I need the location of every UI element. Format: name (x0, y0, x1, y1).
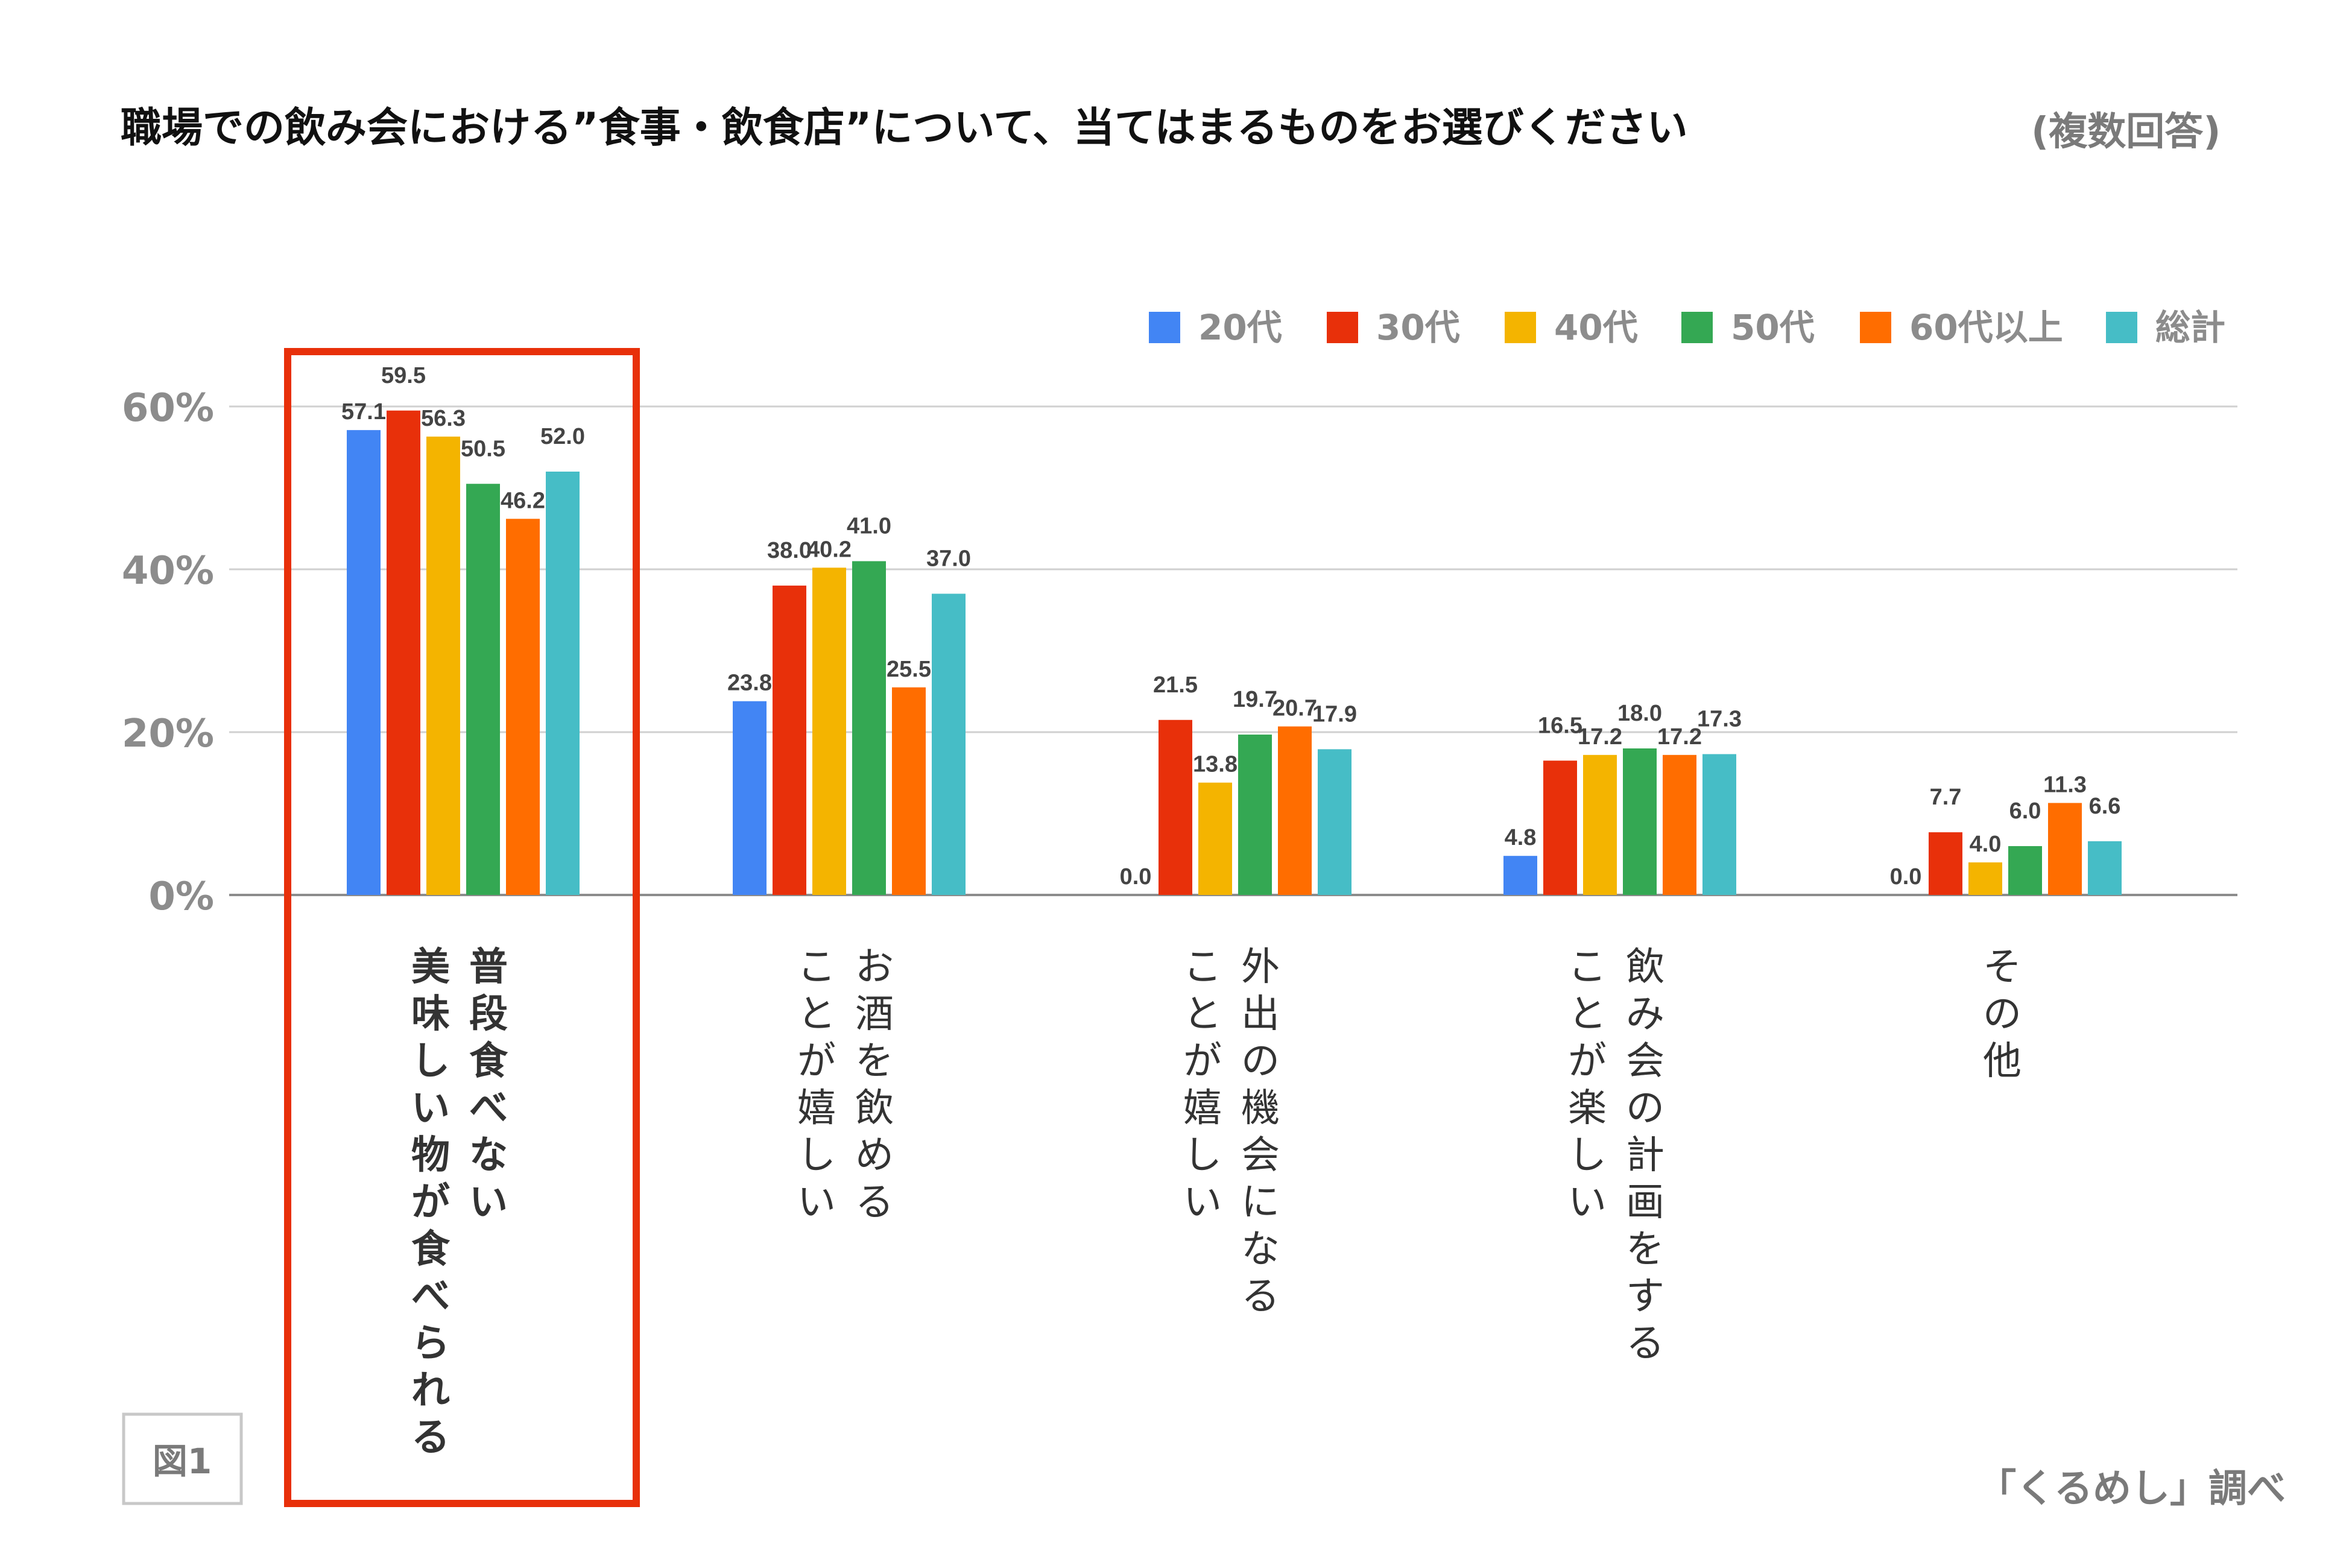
legend-label: 50代 (1731, 307, 1815, 348)
data-label: 59.5 (381, 363, 426, 388)
legend-swatch (2106, 312, 2137, 343)
category-label: その他 (1983, 945, 2022, 1084)
chart-title: 職場での飲み会における”食事・飲食店”について、当てはまるものをお選びください (121, 104, 1688, 152)
bar (932, 593, 966, 895)
bar (1278, 726, 1312, 895)
data-label: 17.2 (1657, 724, 1702, 750)
bar (1929, 832, 1962, 895)
data-label: 11.3 (2043, 772, 2087, 797)
bar (1198, 782, 1232, 895)
bar (546, 472, 580, 895)
figure-label-box (122, 1412, 243, 1505)
category-label: お酒を飲める (855, 945, 894, 1225)
category-label: 美味しい物が食べられる (411, 945, 450, 1460)
bar (1159, 719, 1192, 895)
highlight-box (284, 348, 640, 1507)
data-label: 56.3 (421, 406, 466, 431)
y-tick-label: 60% (122, 386, 214, 431)
bar (387, 410, 420, 895)
data-label: 7.7 (1930, 785, 1962, 810)
data-label: 57.1 (341, 399, 386, 425)
bar (2088, 841, 2122, 895)
bar (466, 484, 500, 895)
legend-swatch (1327, 312, 1358, 343)
data-label: 38.0 (767, 538, 812, 563)
data-label: 37.0 (926, 546, 971, 572)
legend-label: 60代以上 (1909, 307, 2063, 348)
data-label: 18.0 (1617, 701, 1662, 726)
legend: 20代 30代 40代 50代 60代以上 総計 (1149, 307, 2225, 348)
category-label: ことが嬉しい (1183, 945, 1222, 1225)
data-label: 21.5 (1153, 672, 1198, 698)
legend-label: 30代 (1376, 307, 1460, 348)
category-label: 外出の機会になる (1241, 945, 1280, 1319)
y-tick-label: 0% (148, 874, 214, 919)
data-label: 20.7 (1272, 696, 1317, 721)
data-label: 52.0 (540, 424, 585, 449)
bar (852, 561, 886, 895)
data-label: 0.0 (1890, 864, 1922, 890)
data-label: 46.2 (501, 488, 545, 513)
category-labels: 普段食べない美味しい物が食べられるお酒を飲めることが嬉しい外出の機会になることが… (411, 945, 2022, 1460)
data-label: 19.7 (1233, 687, 1277, 712)
category-label: 普段食べない (469, 945, 508, 1225)
legend-label: 総計 (2155, 307, 2225, 348)
bars (347, 410, 2122, 895)
bar (506, 519, 540, 895)
y-tick-label: 40% (122, 549, 214, 593)
bar (812, 567, 846, 895)
value-labels: 57.1 59.5 56.3 50.5 46.2 52.0 23.8 38.040.241.0… (341, 363, 2120, 890)
bar (1623, 748, 1657, 895)
data-label: 40.2 (807, 537, 852, 562)
data-label: 16.5 (1538, 713, 1582, 738)
data-label: 4.8 (1505, 825, 1537, 850)
data-label: 23.8 (727, 671, 772, 696)
legend-swatch (1505, 312, 1536, 343)
data-label: 0.0 (1120, 864, 1152, 890)
data-label: 13.8 (1193, 752, 1238, 777)
figure-label: 図1 (153, 1441, 212, 1482)
legend-swatch (1149, 312, 1180, 343)
legend-label: 20代 (1198, 307, 1282, 348)
category-label: ことが楽しい (1568, 945, 1607, 1225)
data-label: 17.2 (1578, 724, 1622, 750)
bar (1583, 754, 1617, 895)
data-label: 17.3 (1697, 706, 1742, 732)
data-label: 50.5 (461, 436, 505, 461)
bar (1503, 856, 1537, 895)
data-label: 4.0 (1970, 832, 2002, 857)
data-label: 17.9 (1312, 701, 1357, 727)
legend-label: 40代 (1554, 307, 1638, 348)
bar (426, 436, 460, 895)
bar (1543, 760, 1577, 895)
category-label: ことが嬉しい (797, 945, 836, 1225)
bar (1318, 749, 1351, 895)
bar (892, 687, 926, 895)
legend-swatch (1860, 312, 1891, 343)
bar (1238, 735, 1272, 895)
category-label: 飲み会の計画をする (1626, 945, 1664, 1366)
source-note: 「くるめし」調べ (1977, 1467, 2286, 1511)
data-label: 41.0 (847, 514, 891, 539)
bar (347, 430, 381, 895)
data-label: 6.0 (2009, 798, 2041, 824)
bar (1663, 754, 1696, 895)
bar (2008, 846, 2042, 895)
bar (733, 701, 767, 895)
bar (2048, 803, 2082, 895)
legend-swatch (1681, 312, 1713, 343)
bar (1702, 754, 1736, 895)
bar (1968, 862, 2002, 895)
data-label: 6.6 (2089, 794, 2121, 819)
y-axis-ticks: 0% 20% 40% 60% (122, 386, 214, 919)
y-tick-label: 20% (122, 712, 214, 756)
data-label: 25.5 (887, 657, 931, 682)
bar (773, 586, 806, 895)
chart-subtitle: (複数回答) (2031, 110, 2221, 154)
